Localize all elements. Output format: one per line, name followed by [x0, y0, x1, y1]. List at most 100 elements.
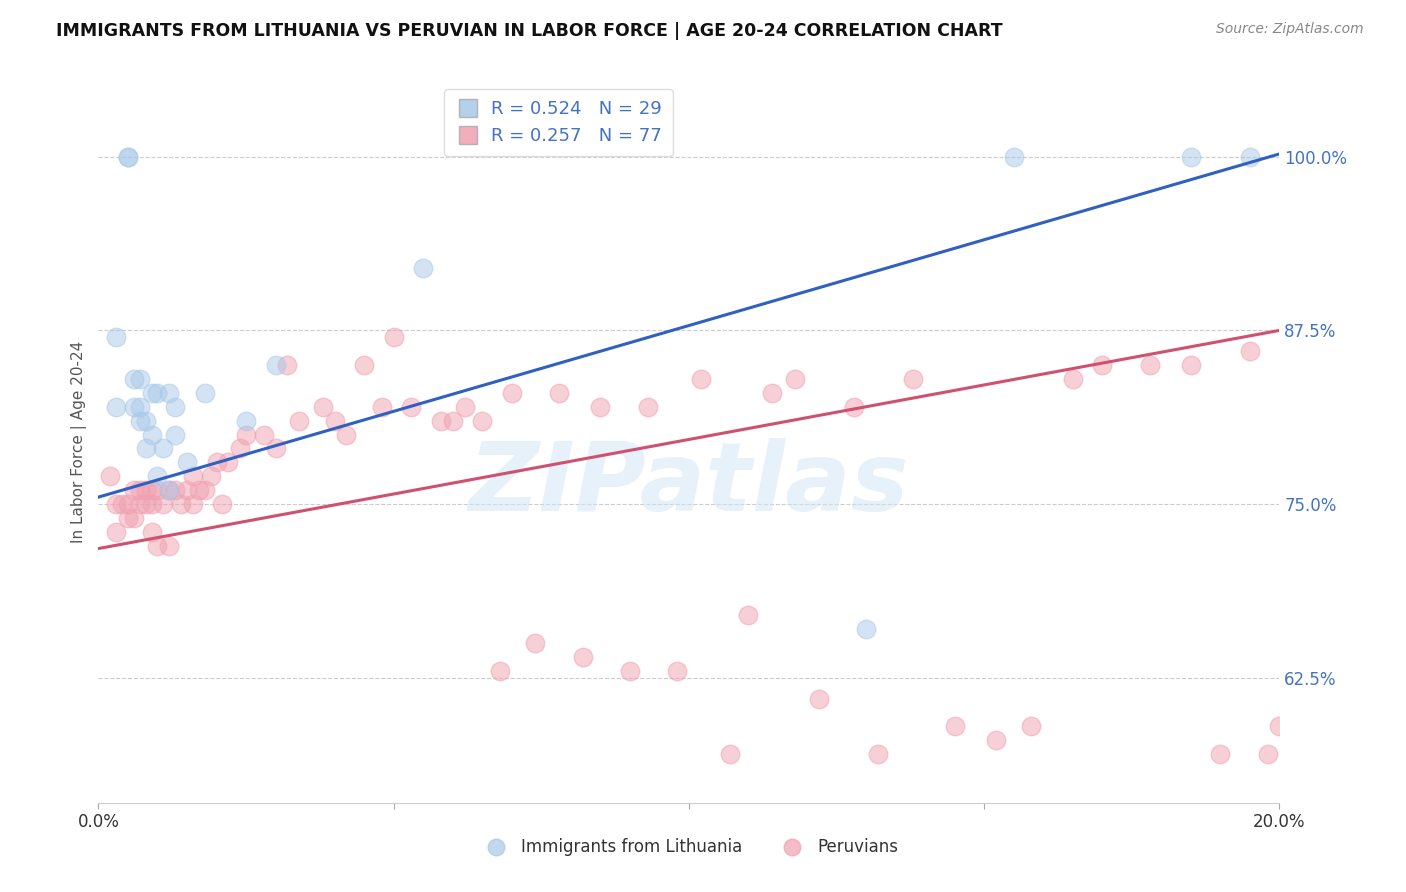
Point [844, 400, 866, 414]
Point [761, 385, 783, 400]
Point [105, 497, 128, 511]
Point [1091, 358, 1114, 372]
Point [1021, 719, 1043, 733]
Point [855, 622, 877, 636]
Point [371, 400, 394, 414]
Text: ZIPatlas: ZIPatlas [468, 438, 910, 532]
Point [146, 539, 169, 553]
Point [122, 400, 145, 414]
Point [98, 469, 121, 483]
Point [146, 483, 169, 498]
Point [312, 400, 335, 414]
Point [335, 427, 357, 442]
Point [128, 400, 150, 414]
Point [501, 385, 523, 400]
Point [903, 372, 925, 386]
Point [117, 511, 139, 525]
Point [276, 358, 298, 372]
Point [689, 372, 711, 386]
Point [141, 427, 163, 442]
Point [1239, 150, 1261, 164]
Point [382, 330, 405, 344]
Point [1139, 358, 1161, 372]
Point [141, 385, 163, 400]
Point [128, 497, 150, 511]
Point [157, 483, 180, 498]
Point [181, 469, 204, 483]
Point [264, 358, 287, 372]
Point [453, 400, 475, 414]
Point [165, 427, 187, 442]
Point [571, 649, 593, 664]
Text: Source: ZipAtlas.com: Source: ZipAtlas.com [1216, 22, 1364, 37]
Point [117, 150, 139, 164]
Point [152, 497, 174, 511]
Point [176, 455, 198, 469]
Point [117, 497, 139, 511]
Point [165, 400, 187, 414]
Point [122, 483, 145, 498]
Point [187, 483, 209, 498]
Point [122, 372, 145, 386]
Point [181, 497, 204, 511]
Point [353, 358, 375, 372]
Point [128, 414, 150, 428]
Point [135, 414, 157, 428]
Point [105, 400, 128, 414]
Point [548, 385, 571, 400]
Point [737, 608, 759, 623]
Point [211, 497, 233, 511]
Point [217, 455, 239, 469]
Point [122, 511, 145, 525]
Point [128, 483, 150, 498]
Text: IMMIGRANTS FROM LITHUANIA VS PERUVIAN IN LABOR FORCE | AGE 20-24 CORRELATION CHA: IMMIGRANTS FROM LITHUANIA VS PERUVIAN IN… [56, 22, 1002, 40]
Point [785, 372, 807, 386]
Point [157, 385, 180, 400]
Point [176, 483, 198, 498]
Point [152, 442, 174, 456]
Point [718, 747, 741, 761]
Point [141, 524, 163, 539]
Point [866, 747, 889, 761]
Point [589, 400, 612, 414]
Point [135, 442, 157, 456]
Point [128, 372, 150, 386]
Point [489, 664, 512, 678]
Point [157, 539, 180, 553]
Legend: Immigrants from Lithuania, Peruvians: Immigrants from Lithuania, Peruvians [472, 831, 905, 863]
Point [194, 483, 217, 498]
Point [264, 442, 287, 456]
Point [194, 385, 217, 400]
Point [1239, 344, 1261, 359]
Point [807, 691, 830, 706]
Point [1209, 747, 1232, 761]
Point [205, 455, 228, 469]
Point [1180, 150, 1202, 164]
Point [165, 483, 187, 498]
Point [943, 719, 966, 733]
Point [619, 664, 641, 678]
Point [430, 414, 453, 428]
Y-axis label: In Labor Force | Age 20-24: In Labor Force | Age 20-24 [72, 341, 87, 542]
Point [111, 497, 134, 511]
Point [135, 483, 157, 498]
Point [1257, 747, 1279, 761]
Point [141, 483, 163, 498]
Point [1062, 372, 1084, 386]
Point [412, 260, 434, 275]
Point [170, 497, 193, 511]
Point [200, 469, 222, 483]
Point [441, 414, 464, 428]
Point [637, 400, 659, 414]
Point [323, 414, 346, 428]
Point [288, 414, 311, 428]
Point [1002, 150, 1025, 164]
Point [1180, 358, 1202, 372]
Point [235, 427, 257, 442]
Point [117, 150, 139, 164]
Point [1268, 719, 1291, 733]
Point [401, 400, 423, 414]
Point [235, 414, 257, 428]
Point [146, 469, 169, 483]
Point [146, 385, 169, 400]
